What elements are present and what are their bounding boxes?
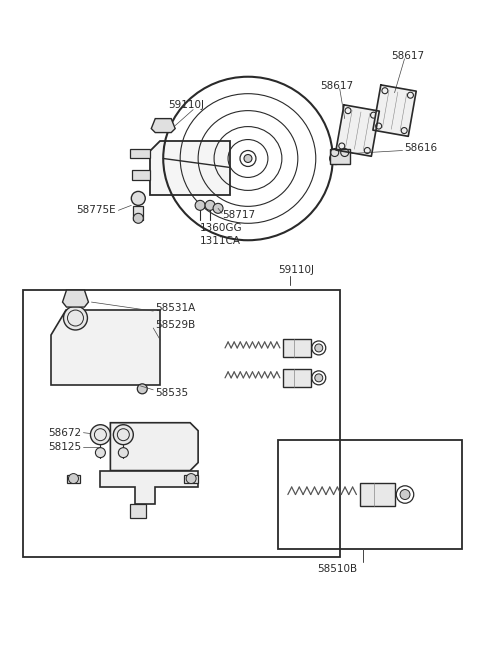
Polygon shape (100, 470, 198, 504)
Text: 58672: 58672 (48, 428, 82, 438)
Bar (132, 170, 150, 180)
Text: 59110J: 59110J (278, 265, 314, 275)
Bar (67, 475, 81, 483)
Bar (283, 339, 311, 357)
Bar (283, 369, 311, 387)
Bar (133, 206, 144, 220)
Ellipse shape (330, 153, 342, 164)
Text: 1360GG: 1360GG (200, 223, 243, 233)
Text: 58531A: 58531A (155, 303, 195, 313)
Text: 58125: 58125 (48, 441, 82, 452)
Text: 58617: 58617 (392, 51, 425, 61)
Ellipse shape (69, 474, 78, 483)
Ellipse shape (90, 424, 110, 445)
Text: 59110J: 59110J (168, 100, 204, 109)
Text: 58775E: 58775E (76, 205, 116, 215)
Ellipse shape (186, 474, 196, 483)
Ellipse shape (244, 155, 252, 162)
Ellipse shape (63, 306, 87, 330)
Ellipse shape (205, 200, 215, 210)
Polygon shape (50, 310, 160, 385)
Ellipse shape (96, 447, 106, 458)
Bar (130, 504, 146, 519)
Bar (278, 440, 462, 550)
Ellipse shape (195, 200, 205, 210)
Polygon shape (336, 105, 379, 157)
Polygon shape (373, 85, 416, 136)
Bar (330, 149, 350, 164)
Bar (184, 475, 198, 483)
Text: 1311CA: 1311CA (200, 236, 241, 246)
Text: 58535: 58535 (155, 388, 188, 398)
Bar (130, 149, 150, 159)
Text: 58529B: 58529B (155, 320, 195, 330)
Ellipse shape (213, 203, 223, 214)
Polygon shape (110, 422, 198, 470)
Polygon shape (151, 119, 175, 132)
Text: 58717: 58717 (222, 210, 255, 220)
Bar (23, 290, 340, 557)
Bar (360, 483, 395, 506)
Ellipse shape (113, 424, 133, 445)
Ellipse shape (133, 214, 144, 223)
Ellipse shape (137, 384, 147, 394)
Ellipse shape (400, 489, 410, 500)
Polygon shape (150, 141, 230, 195)
Ellipse shape (119, 447, 128, 458)
Ellipse shape (315, 344, 323, 352)
Ellipse shape (132, 191, 145, 206)
Text: 58510B: 58510B (318, 565, 358, 574)
Text: 58616: 58616 (405, 143, 438, 153)
Polygon shape (62, 290, 88, 307)
Ellipse shape (315, 374, 323, 382)
Text: 58617: 58617 (320, 81, 353, 90)
